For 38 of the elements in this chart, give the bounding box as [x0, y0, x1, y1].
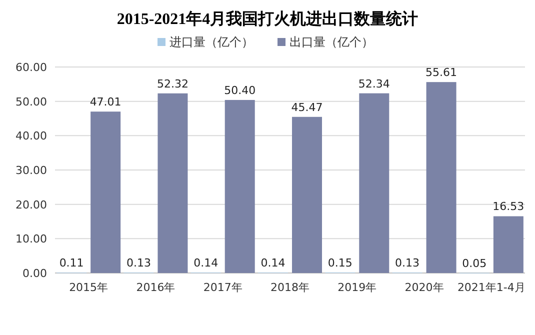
x-tick-label: 2021年1-4月: [457, 281, 526, 294]
bar: [90, 112, 121, 273]
y-tick-label: 30.00: [16, 164, 47, 177]
data-label: 45.47: [291, 100, 323, 114]
bar: [224, 100, 255, 273]
data-label: 0.13: [395, 256, 420, 270]
data-label: 52.32: [156, 77, 188, 90]
bar: [359, 93, 390, 273]
y-tick-label: 10.00: [16, 232, 47, 246]
data-label: 55.61: [426, 66, 458, 80]
y-tick-label: 60.00: [16, 61, 47, 74]
legend-label: 进口量（亿个）: [170, 35, 254, 49]
x-tick-label: 2017年: [203, 281, 242, 294]
data-label: 16.53: [492, 200, 524, 214]
x-tick-label: 2020年: [404, 281, 444, 294]
data-label: 0.13: [126, 256, 151, 270]
bar: [493, 216, 524, 273]
data-label: 0.14: [260, 256, 286, 270]
data-label: 47.01: [90, 96, 122, 109]
data-label: 52.34: [358, 77, 390, 90]
chart-title: 2015-2021年4月我国打火机进出口数量统计: [116, 10, 418, 28]
data-label: 0.05: [462, 256, 487, 270]
x-tick-label: 2018年: [270, 281, 310, 294]
y-tick-label: 20.00: [16, 198, 47, 212]
y-tick-label: 40.00: [16, 130, 47, 143]
x-tick-label: 2016年: [136, 281, 176, 294]
y-tick-label: 0.00: [22, 267, 47, 280]
data-label: 0.14: [194, 256, 218, 270]
data-label: 50.40: [224, 84, 256, 97]
y-tick-label: 50.00: [16, 95, 47, 108]
legend-label: 出口量（亿个）: [290, 35, 374, 49]
bar: [426, 82, 456, 273]
bar: [292, 116, 322, 273]
x-tick-label: 2019年: [338, 281, 377, 294]
data-label: 0.11: [59, 256, 84, 270]
bar: [158, 93, 188, 273]
data-label: 0.15: [328, 256, 352, 270]
x-tick-label: 2015年: [69, 281, 108, 294]
